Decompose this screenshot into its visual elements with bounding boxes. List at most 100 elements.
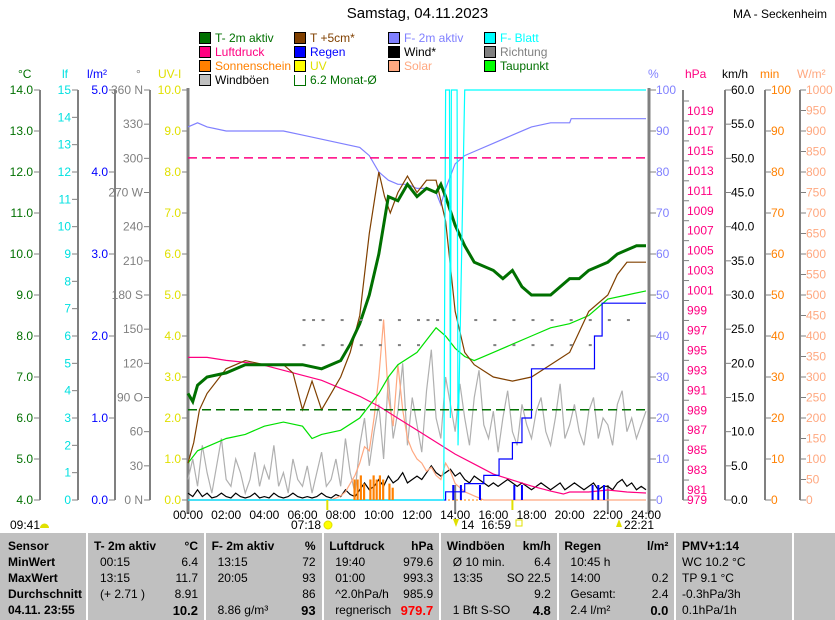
marker-moonset: 14	[461, 518, 475, 532]
axis-label-wm2: 100	[806, 452, 826, 466]
table-header: Windböen km/h	[447, 539, 551, 555]
axis-label-uv: 0.0	[164, 493, 181, 507]
cell-info: 1 Bft S-SO	[452, 603, 511, 617]
legend-item: T +5cm*	[294, 31, 355, 45]
axis-label-lf: 14	[58, 110, 72, 124]
legend-label: Sonnenschein	[215, 59, 292, 73]
axis-label-rain: 5.0	[91, 83, 108, 97]
cell-value: 2.4	[651, 587, 669, 601]
direction-dot	[493, 319, 497, 322]
legend-swatch	[484, 32, 496, 44]
pmv-value: WC 10.2 °C	[682, 555, 746, 569]
table-row: Durchschnitt	[6, 587, 82, 603]
axis-label-lf: 3	[64, 411, 71, 425]
axis-label-hpa: 1019	[687, 104, 714, 118]
axis-label-min: 20	[771, 411, 785, 425]
legend-label: T- 2m aktiv	[215, 31, 274, 45]
table-row: 04.11. 23:55	[6, 603, 80, 619]
x-tick-label: 02:00	[211, 508, 241, 522]
table-row: 19:40 979.6	[329, 555, 433, 571]
sunshine-bar	[375, 479, 378, 500]
axis-label-wm2: 400	[806, 329, 826, 343]
legend-item: Sonnenschein	[199, 59, 291, 73]
axis-label-hum: 90	[656, 124, 670, 138]
legend-label: UV	[310, 59, 327, 73]
table-row: ^2.0hPa/h 985.9	[329, 587, 433, 603]
cell-info: regnerisch	[335, 603, 392, 617]
sensor-column: Sensor MinWert MaxWert Durchschnitt 04.11. 2…	[0, 533, 88, 620]
series-f-blatt	[188, 89, 646, 501]
axis-label-wm2: 150	[806, 432, 826, 446]
direction-dot	[302, 344, 306, 347]
axis-label-dir: 90 O	[117, 391, 143, 405]
axis-label-min: 10	[771, 452, 785, 466]
axis-label-rain: 4.0	[91, 165, 108, 179]
cell-value: 11.7	[175, 571, 198, 585]
axis-label-hum: 20	[656, 411, 670, 425]
table-row: (+ 2.71 ) 8.91	[94, 587, 198, 603]
direction-dot	[340, 319, 344, 322]
legend-item: UV	[294, 59, 327, 73]
legend-swatch	[199, 60, 211, 72]
axis-label-temp: 7.0	[16, 370, 33, 384]
table-row: MaxWert	[6, 571, 80, 587]
axis-label-temp: 11.0	[11, 206, 34, 220]
axis-label-hpa: 997	[687, 323, 707, 337]
moonrise2-icon	[616, 519, 622, 527]
axis-label-kmh: 0.0	[731, 493, 748, 507]
t-2m-aktiv-column: T- 2m aktiv °C 00:15 6.4 13:15 11.7 (+ 2.71 ) 8…	[88, 533, 206, 620]
stats-table: Sensor MinWert MaxWert Durchschnitt 04.11. 2…	[0, 533, 835, 620]
axis-label-dir: 0 N	[124, 493, 143, 507]
axis-label-min: 60	[771, 247, 785, 261]
axis-label-hum: 40	[656, 329, 670, 343]
table-row: 13:15 11.7	[94, 571, 198, 587]
axis-label-hpa: 983	[687, 463, 707, 477]
sunshine-bar	[391, 487, 394, 500]
legend-swatch	[199, 46, 211, 58]
table-row: 10:45 h	[564, 555, 668, 571]
direction-dot	[378, 319, 382, 322]
table-row: Ø 10 min. 6.4	[447, 555, 551, 571]
axis-unit-dir: °	[136, 67, 141, 81]
axis-label-temp: 9.0	[16, 288, 33, 302]
axis-label-wm2: 950	[806, 104, 826, 118]
sunshine-bar	[372, 475, 375, 500]
axis-label-hpa: 981	[687, 483, 707, 497]
x-tick-label: 08:00	[326, 508, 356, 522]
axis-label-temp: 8.0	[16, 329, 33, 343]
x-tick-label: 20:00	[555, 508, 585, 522]
axis-label-min: 40	[771, 329, 785, 343]
axis-unit-wm2: W/m²	[797, 67, 826, 81]
direction-dot	[340, 344, 344, 347]
table-header: Sensor	[6, 539, 80, 555]
axis-label-uv: 3.0	[164, 370, 181, 384]
x-tick-label: 04:00	[249, 508, 279, 522]
legend-swatch	[294, 74, 306, 86]
axis-label-min: 50	[771, 288, 785, 302]
table-header: F- 2m aktiv%	[212, 539, 316, 555]
axis-label-hpa: 999	[687, 304, 707, 318]
direction-dot	[607, 319, 611, 322]
legend-label: F- Blatt	[500, 31, 539, 45]
axis-label-uv: 1.0	[164, 452, 181, 466]
table-header: PMV+1:14	[682, 539, 786, 555]
legend-label: T +5cm*	[310, 31, 355, 45]
direction-dot	[569, 319, 573, 322]
table-row: 8.86 g/m³ 93	[212, 603, 316, 619]
header-label: Sensor	[8, 539, 49, 553]
direction-dot	[378, 344, 382, 347]
axis-label-kmh: 40.0	[731, 220, 755, 234]
windb-en-column: Windböen km/h Ø 10 min. 6.4 13:35 SO 22.5 9.2 1…	[441, 533, 559, 620]
direction-dot	[550, 319, 554, 322]
legend-item: T- 2m aktiv	[199, 31, 274, 45]
direction-dot	[321, 319, 325, 322]
table-row: 2.4 l/m² 0.0	[564, 603, 668, 619]
axis-label-kmh: 25.0	[731, 322, 755, 336]
pmv-value: -0.3hPa/3h	[682, 587, 741, 601]
direction-dot	[359, 319, 363, 322]
axis-label-min: 30	[771, 370, 785, 384]
axis-label-rain: 1.0	[91, 411, 108, 425]
axis-label-hpa: 985	[687, 443, 707, 457]
axis-label-wm2: 800	[806, 165, 826, 179]
axis-label-min: 0	[771, 493, 778, 507]
